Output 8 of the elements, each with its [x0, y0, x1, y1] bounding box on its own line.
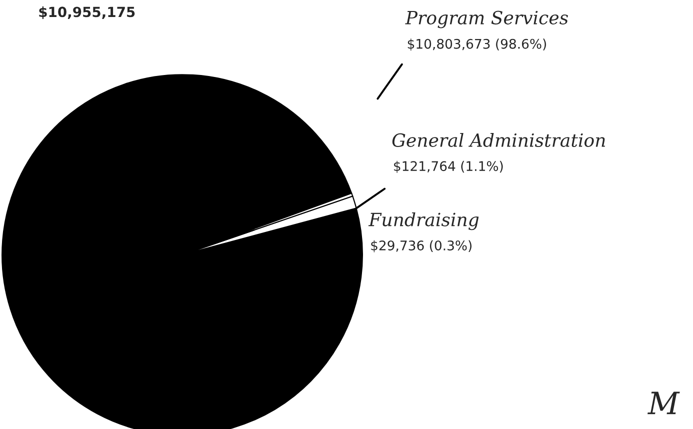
slice-label: Program Services [405, 10, 568, 28]
data-label: $121,764 (1.1%) [394, 160, 503, 173]
chart-title: $10,955,175 [39, 6, 135, 20]
data-label: $10,803,673 (98.6%) [408, 38, 546, 51]
data-label: $29,736 (0.3%) [371, 240, 472, 252]
text: M [647, 392, 680, 414]
legend-label: Fundraising [368, 212, 479, 230]
slice-label: General Administration [392, 132, 605, 147]
